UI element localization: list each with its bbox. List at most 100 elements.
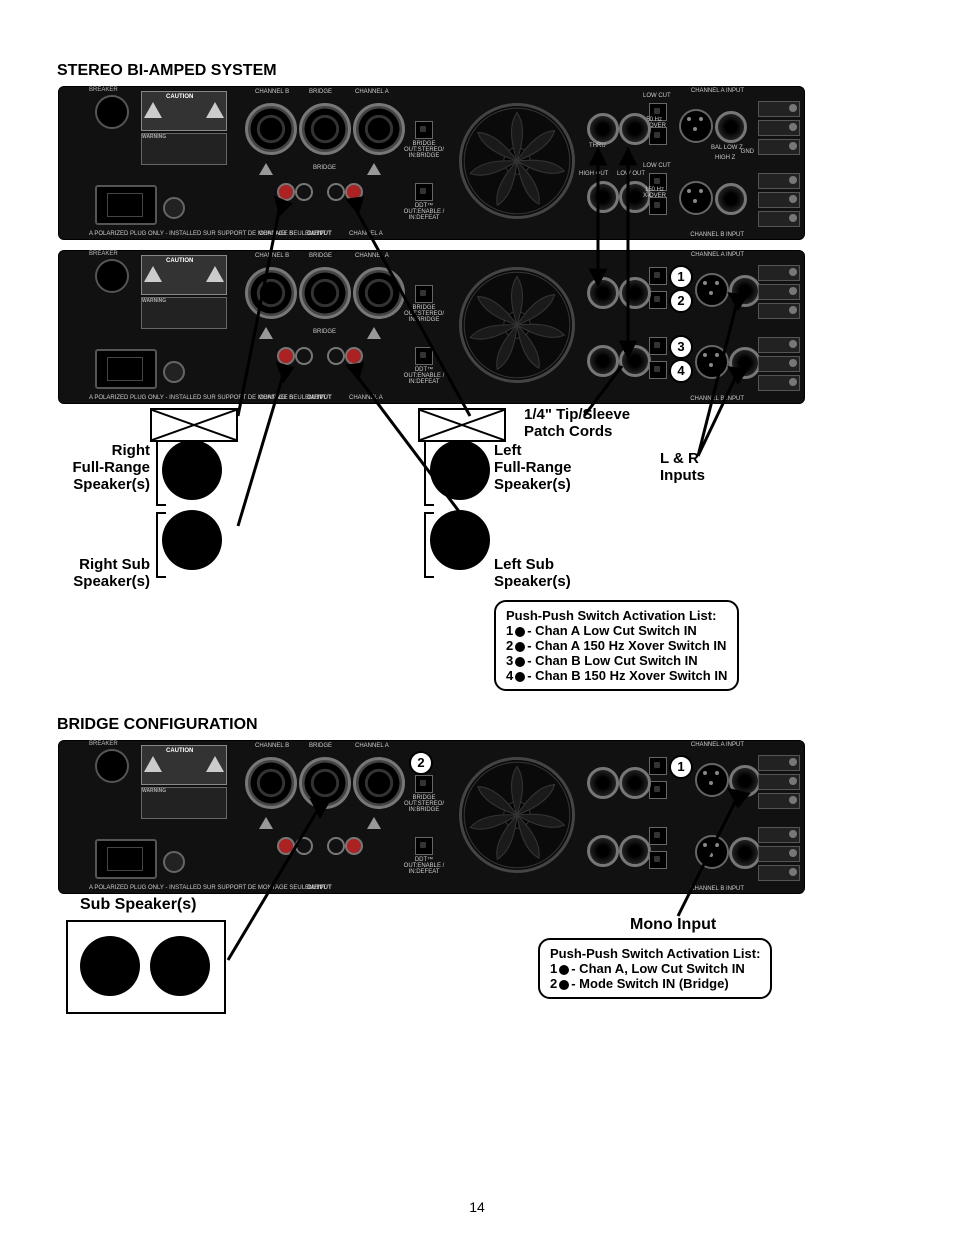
lowcut-b	[649, 337, 667, 355]
power-inlet	[95, 185, 157, 225]
output-label: OUTPUT	[307, 231, 332, 237]
power-inlet	[95, 839, 157, 879]
chb-label: CHANNEL B	[255, 89, 289, 95]
lowcut-a-label: LOW CUT	[643, 93, 671, 99]
terminal-a	[758, 755, 798, 812]
caution-label: CAUTION	[141, 91, 227, 131]
connector-right	[150, 408, 238, 442]
ddt-label: DDT™ OUT:ENABLE / IN:DEFEAT	[401, 857, 447, 875]
left-sub-label: Left Sub Speaker(s)	[494, 556, 624, 590]
chb-input-label: CHANNEL B INPUT	[690, 396, 744, 402]
chb-label3: CHANNEL B	[255, 743, 289, 749]
trs-b	[729, 837, 761, 869]
cha-input-label: CHANNEL A INPUT	[691, 88, 744, 94]
banana-a-neg	[327, 837, 345, 855]
cha-input-label: CHANNEL A INPUT	[691, 742, 744, 748]
banana-a-pos	[345, 183, 363, 201]
xlr-a	[695, 273, 729, 307]
out-cha: CHANNEL A	[349, 231, 383, 237]
warning-label: WARNING	[141, 787, 227, 819]
cha-label: CHANNEL A	[355, 89, 389, 95]
xlr-b	[695, 345, 729, 379]
breaker-label: BREAKER	[89, 87, 118, 93]
bridge-label2: BRIDGE	[309, 253, 332, 259]
thru-a-jack	[587, 113, 619, 145]
trs-a	[729, 275, 761, 307]
mode-label: BRIDGE OUT:STEREO/ IN:BRIDGE	[401, 141, 447, 159]
thru-a-jack	[587, 767, 619, 799]
speakon-ch-b	[245, 757, 297, 809]
polarized-text: A POLARIZED PLUG ONLY - INSTALLED SUR SU…	[89, 885, 326, 891]
bridge2-label: BRIDGE	[313, 165, 336, 171]
sub-speaker-label: Sub Speaker(s)	[80, 896, 196, 914]
lowcut-b	[649, 827, 667, 845]
connector-left	[418, 408, 506, 442]
terminal-b	[758, 827, 798, 884]
bracket-left-sub	[424, 512, 434, 578]
xlr-b	[679, 181, 713, 215]
speakon-bridge	[299, 757, 351, 809]
sub-speaker-box	[66, 920, 226, 1014]
bridge-label3: BRIDGE	[309, 743, 332, 749]
xover-b	[649, 851, 667, 869]
highout-b-jack	[587, 345, 619, 377]
switch-list-title-2: Push-Push Switch Activation List:	[550, 946, 760, 961]
lr-inputs-label: L & R Inputs	[660, 450, 740, 484]
cha-label2: CHANNEL A	[355, 253, 389, 259]
page-number: 14	[0, 1199, 954, 1215]
ddt-label: DDT™ OUT:ENABLE / IN:DEFEAT	[401, 367, 447, 385]
ground-screw	[163, 851, 185, 873]
section2-title: BRIDGE CONFIGURATION	[57, 716, 258, 734]
output-label2: OUTPUT	[307, 395, 332, 401]
caution-label: CAUTION	[141, 745, 227, 785]
highz-label: HIGH Z	[715, 155, 735, 161]
bracket-right-sub	[156, 512, 166, 578]
speakon-ch-a	[353, 757, 405, 809]
highout-label: HIGH OUT	[579, 171, 608, 177]
mode-switch	[415, 121, 433, 139]
terminal-b	[758, 173, 798, 230]
switch-list-1: Push-Push Switch Activation List: 1- Cha…	[494, 600, 739, 691]
trs-a	[715, 111, 747, 143]
trs-b	[729, 347, 761, 379]
banana-b-neg	[295, 837, 313, 855]
ddt-switch	[415, 183, 433, 201]
xover-a	[649, 781, 667, 799]
gnd-label: GND	[741, 149, 754, 155]
trs-b	[715, 183, 747, 215]
num-4: 4	[669, 359, 693, 383]
terminal-a	[758, 101, 798, 158]
left-full-speaker	[430, 440, 490, 500]
cha-input-label: CHANNEL A INPUT	[691, 252, 744, 258]
patch-cords-label: 1/4" Tip/Sleeve Patch Cords	[524, 406, 684, 440]
mode-label: BRIDGE OUT:STEREO/ IN:BRIDGE	[401, 305, 447, 323]
lowcut-a	[649, 757, 667, 775]
out-chb2: CHANNEL B	[259, 395, 293, 401]
ddt-switch	[415, 347, 433, 365]
bal-label: BAL LOW Z	[711, 145, 743, 151]
lowout-b-jack	[619, 345, 651, 377]
speakon-ch-b	[245, 103, 297, 155]
bridge2b-label: BRIDGE	[313, 329, 336, 335]
chb-label2: CHANNEL B	[255, 253, 289, 259]
num-2b: 2	[409, 751, 433, 775]
ground-screw	[163, 197, 185, 219]
lowout-a-jack	[619, 113, 651, 145]
xover-a	[649, 291, 667, 309]
mode-switch	[415, 285, 433, 303]
cooling-fan	[459, 267, 575, 383]
right-full-speaker	[162, 440, 222, 500]
amplifier-1-rear: BREAKER CAUTION WARNING A POLARIZED PLUG…	[58, 86, 805, 240]
xover-b-label: 150 Hz X-OVER	[643, 187, 666, 199]
switch-list-2: Push-Push Switch Activation List: 1- Cha…	[538, 938, 772, 999]
breaker-label: BREAKER	[89, 251, 118, 257]
chb-input-label: CHANNEL B INPUT	[690, 232, 744, 238]
xlr-a	[695, 763, 729, 797]
mode-label: BRIDGE OUT:STEREO/ IN:BRIDGE	[401, 795, 447, 813]
banana-b-pos	[277, 837, 295, 855]
banana-a-pos	[345, 347, 363, 365]
banana-b-pos	[277, 183, 295, 201]
lowout-b-jack	[619, 835, 651, 867]
xover-b	[649, 361, 667, 379]
speakon-ch-b	[245, 267, 297, 319]
